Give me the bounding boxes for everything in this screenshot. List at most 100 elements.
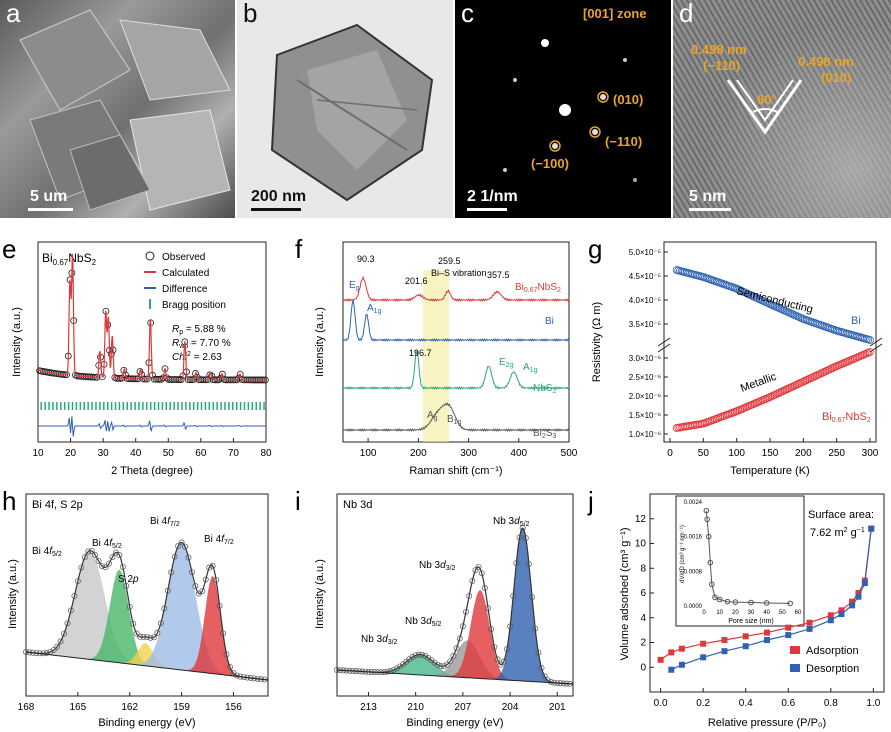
raman-data xyxy=(342,275,570,432)
inset-point xyxy=(704,516,710,523)
y-tick-label: 1.5×10⁻⁶ xyxy=(629,411,661,420)
axis-break-right xyxy=(869,337,883,347)
zone-axis-label: [001] zone xyxy=(583,6,647,21)
measured-point xyxy=(535,649,542,656)
measured-point xyxy=(109,554,116,561)
y-tick-label: 4.5×10⁻⁵ xyxy=(629,272,661,281)
rwp-label: Rwp = 7.70 % xyxy=(172,338,231,350)
panel-letter-f: f xyxy=(295,234,303,264)
mode-label-b1g: B1g xyxy=(447,414,462,426)
xrd-data xyxy=(36,253,269,437)
x-tick-label: 50 xyxy=(698,448,710,459)
y-tick-label: 8 xyxy=(640,563,646,574)
peak-label-bi4f52-b: Bi 4f5/2 xyxy=(92,538,122,550)
inset-y-label: dV/dD (cm³ g⁻¹ nm⁻¹) xyxy=(680,525,686,583)
peak-label-259: 259.5 xyxy=(438,256,461,266)
measured-point xyxy=(441,663,447,670)
measured-point xyxy=(88,548,95,554)
measured-point xyxy=(463,608,469,615)
desorption-point xyxy=(868,525,875,532)
legend-observed-marker xyxy=(145,251,155,261)
measured-point xyxy=(144,634,150,640)
semiconducting-label: Semiconducting xyxy=(735,285,814,316)
tem-flake-drawing xyxy=(270,23,434,202)
measured-point xyxy=(513,560,520,567)
fit-peak xyxy=(26,576,268,680)
saed-pattern-drawing xyxy=(503,39,637,182)
isotherm-data xyxy=(657,525,875,673)
measured-point xyxy=(95,558,102,564)
x-tick-label: 0.4 xyxy=(739,698,753,709)
observed-point xyxy=(208,372,216,380)
inset-point xyxy=(724,598,731,605)
measured-point xyxy=(171,553,178,560)
x-tick-label: 60 xyxy=(195,448,207,459)
measured-point xyxy=(209,563,216,569)
measured-point xyxy=(220,630,227,637)
measured-point xyxy=(500,658,507,665)
y-tick-label: 4.0×10⁻⁵ xyxy=(629,296,661,305)
measured-point xyxy=(130,620,137,627)
measured-point xyxy=(126,603,133,610)
xps-bi-data xyxy=(23,539,269,683)
panel-letter-h: h xyxy=(2,486,16,516)
xps-nb-data xyxy=(334,525,574,687)
measured-point xyxy=(185,554,192,561)
measured-point xyxy=(54,643,61,650)
y-tick-label: 6 xyxy=(640,588,646,599)
saed-spot xyxy=(559,104,571,116)
x-tick-label: 159 xyxy=(173,702,190,713)
trace-bi2s3 xyxy=(342,402,570,432)
measured-point xyxy=(422,652,429,659)
measured-point xyxy=(57,638,64,645)
background-line xyxy=(336,669,574,685)
saed-spot xyxy=(633,178,637,182)
y-tick-label: 0 xyxy=(640,662,646,673)
adsorption-point xyxy=(678,645,685,652)
spot-label-m100: (−100) xyxy=(531,156,569,171)
x-axis-label: Binding energy (eV) xyxy=(406,717,503,729)
saed-spot xyxy=(513,78,517,82)
hrtem-image-panel: d 0.498 nm (−110) 0.498 nm (010) 60° 5 n… xyxy=(673,0,891,218)
inset-y-tick-label: 0.0016 xyxy=(684,535,703,541)
inset-x-tick-label: 30 xyxy=(748,610,755,616)
legend-adsorption-label: Adsorption xyxy=(806,645,859,657)
inset-point xyxy=(787,600,793,607)
measured-point xyxy=(529,594,536,601)
saed-spot xyxy=(503,168,507,172)
bi-point xyxy=(866,336,874,344)
saed-marker xyxy=(597,91,609,103)
inset-x-tick-label: 20 xyxy=(732,610,739,616)
x-tick-label: 80 xyxy=(260,448,272,459)
panel-letter-c: c xyxy=(461,0,474,28)
y-axis-label: Intensity (a.u.) xyxy=(11,307,23,377)
inset-point xyxy=(709,581,715,588)
x-tick-label: 0 xyxy=(667,448,673,459)
bis-vibration-label: Bi–S vibration xyxy=(431,268,487,278)
measured-point xyxy=(409,654,416,660)
y-axis-label: Resistivity (Ω m) xyxy=(591,302,603,382)
measured-point xyxy=(516,534,523,541)
saed-spot xyxy=(600,94,606,100)
adsorption-point xyxy=(721,637,728,644)
desorption-point xyxy=(668,666,675,673)
measured-point xyxy=(157,620,164,627)
raman-chart: f 100 200 300 400 500 90.3 201.6 Bi–S vibrat… xyxy=(295,234,578,477)
adsorption-point xyxy=(700,640,707,647)
x-tick-label: 156 xyxy=(225,702,242,713)
measured-point xyxy=(538,665,545,671)
legend: Observed Calculated Difference Bragg pos… xyxy=(144,251,226,311)
y-tick-label: 2.0×10⁻⁶ xyxy=(629,392,661,401)
scale-bar-a xyxy=(28,208,73,211)
x-tick-label: 250 xyxy=(828,448,845,459)
measured-point xyxy=(381,669,388,675)
mode-label-a1g: A1g xyxy=(367,303,382,315)
x-axis-ticks: 213 210 207 204 201 xyxy=(360,692,566,713)
plot-frame xyxy=(342,241,570,443)
inset-x-tick-label: 50 xyxy=(779,610,786,616)
desorption-point xyxy=(785,632,792,639)
surface-area-value: 7.62 m2 g−1 xyxy=(810,527,865,539)
legend-observed-label: Observed xyxy=(162,252,205,263)
axis-break-right xyxy=(869,343,883,353)
metallic-label: Metallic xyxy=(739,371,779,395)
